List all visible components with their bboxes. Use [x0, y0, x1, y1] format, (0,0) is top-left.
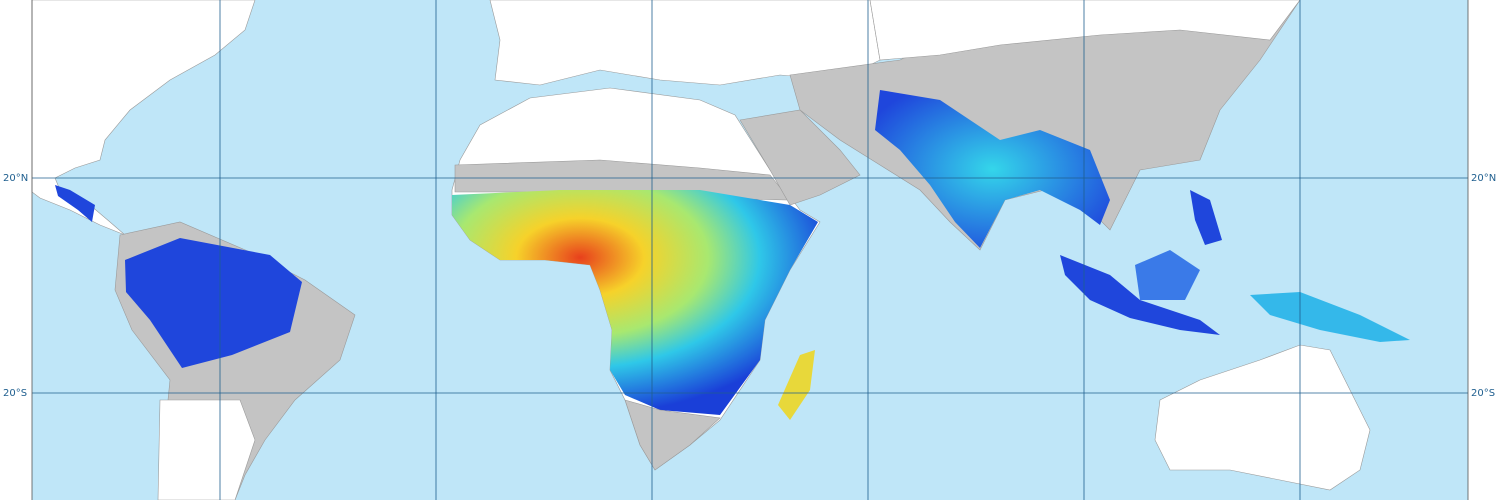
southern-africa: [624, 399, 721, 471]
arabia: [739, 109, 861, 206]
amazon-data: [125, 238, 302, 368]
australia: [1154, 344, 1371, 491]
latitude-label: 20°N: [1471, 173, 1496, 184]
central-america-data: [55, 185, 95, 222]
graticule: [31, 0, 1469, 500]
latitude-label: 20°S: [3, 388, 27, 399]
madagascar-data: [778, 350, 815, 420]
africa-data: [452, 190, 818, 415]
new-guinea-data: [1250, 292, 1410, 342]
latitude-label: 20°N: [3, 173, 28, 184]
latitude-label: 20°S: [1471, 388, 1495, 399]
north-asia: [869, 0, 1301, 61]
sumatra-java-data: [1060, 255, 1220, 335]
philippines-data: [1190, 190, 1222, 245]
south-asia-data: [875, 90, 1110, 248]
south-america-south: [157, 399, 256, 500]
borneo-data: [1135, 250, 1200, 300]
